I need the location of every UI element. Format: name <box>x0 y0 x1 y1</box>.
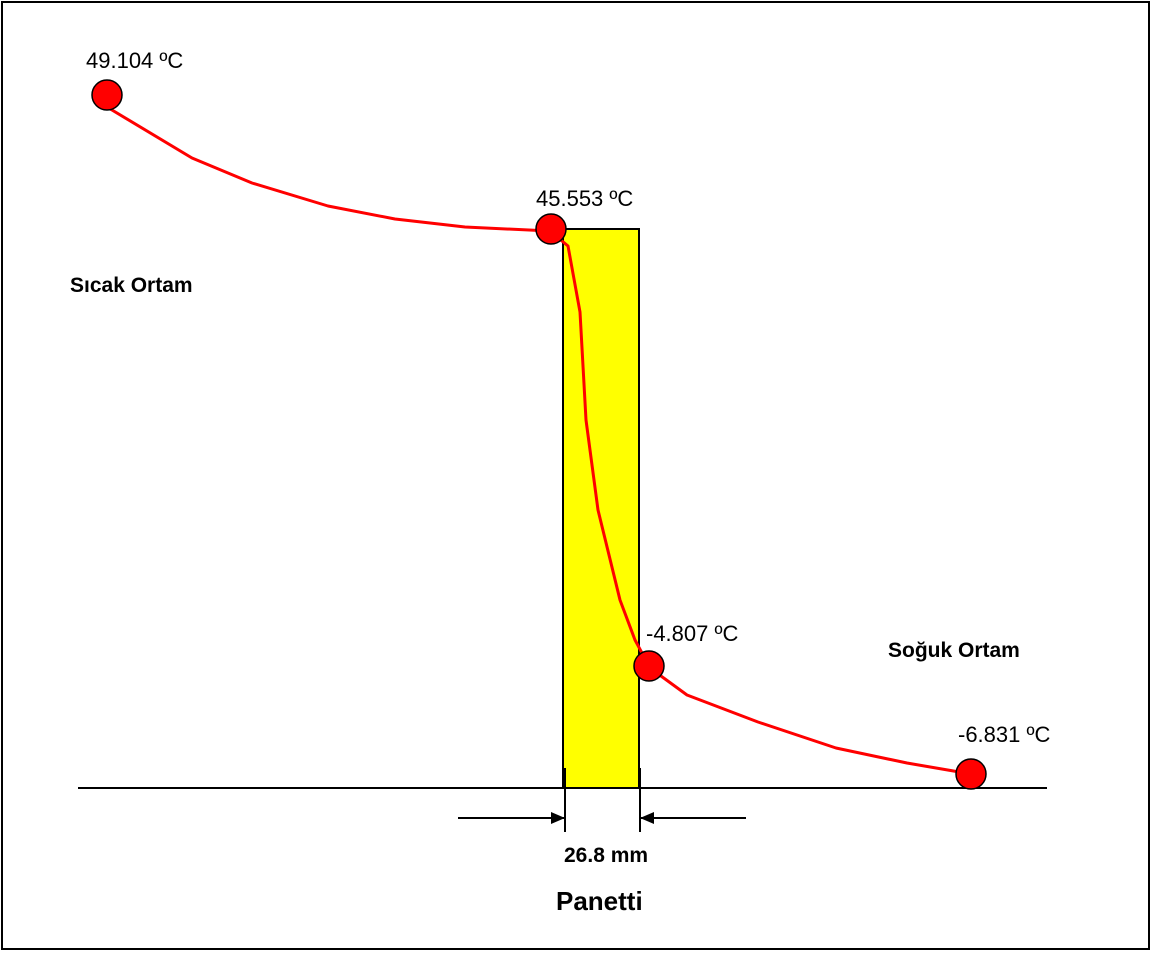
temperature-curve <box>106 105 972 776</box>
panel-rect <box>562 228 640 789</box>
hot-side-label: Sıcak Ortam <box>70 274 193 297</box>
temperature-point-3 <box>633 650 665 682</box>
temperature-label-2: 45.553 ºC <box>536 186 633 211</box>
temperature-point-1 <box>91 79 123 111</box>
temperature-point-4 <box>955 758 987 790</box>
temperature-label-1: 49.104 ºC <box>86 48 183 73</box>
temperature-label-3: -4.807 ºC <box>646 621 739 646</box>
cold-side-label: Soğuk Ortam <box>888 639 1020 662</box>
temperature-point-2 <box>535 213 567 245</box>
thickness-label: 26.8 mm <box>564 844 648 867</box>
temperature-label-4: -6.831 ºC <box>958 722 1051 747</box>
panel-name-label: Panetti <box>556 886 643 916</box>
